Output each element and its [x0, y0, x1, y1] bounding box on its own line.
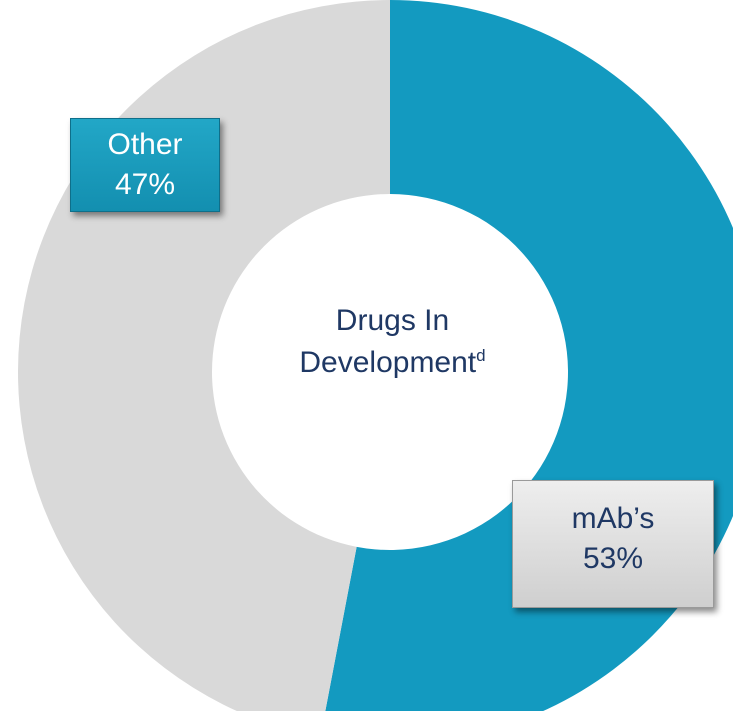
center-label-line2: Development — [299, 346, 477, 379]
slice-label-mab-name: mAb’s — [571, 502, 655, 535]
slice-label-mab-value: 53% — [582, 542, 644, 575]
center-label-superscript: d — [476, 346, 486, 365]
slice-label-mab: mAb’s 53% — [512, 480, 714, 608]
slice-label-other-value: 47% — [114, 168, 176, 201]
slice-label-other-name: Other — [107, 128, 183, 161]
donut-center-label: Drugs In Developmentd — [270, 300, 515, 384]
center-label-line1: Drugs In — [335, 304, 450, 337]
slice-label-other: Other 47% — [70, 118, 220, 212]
